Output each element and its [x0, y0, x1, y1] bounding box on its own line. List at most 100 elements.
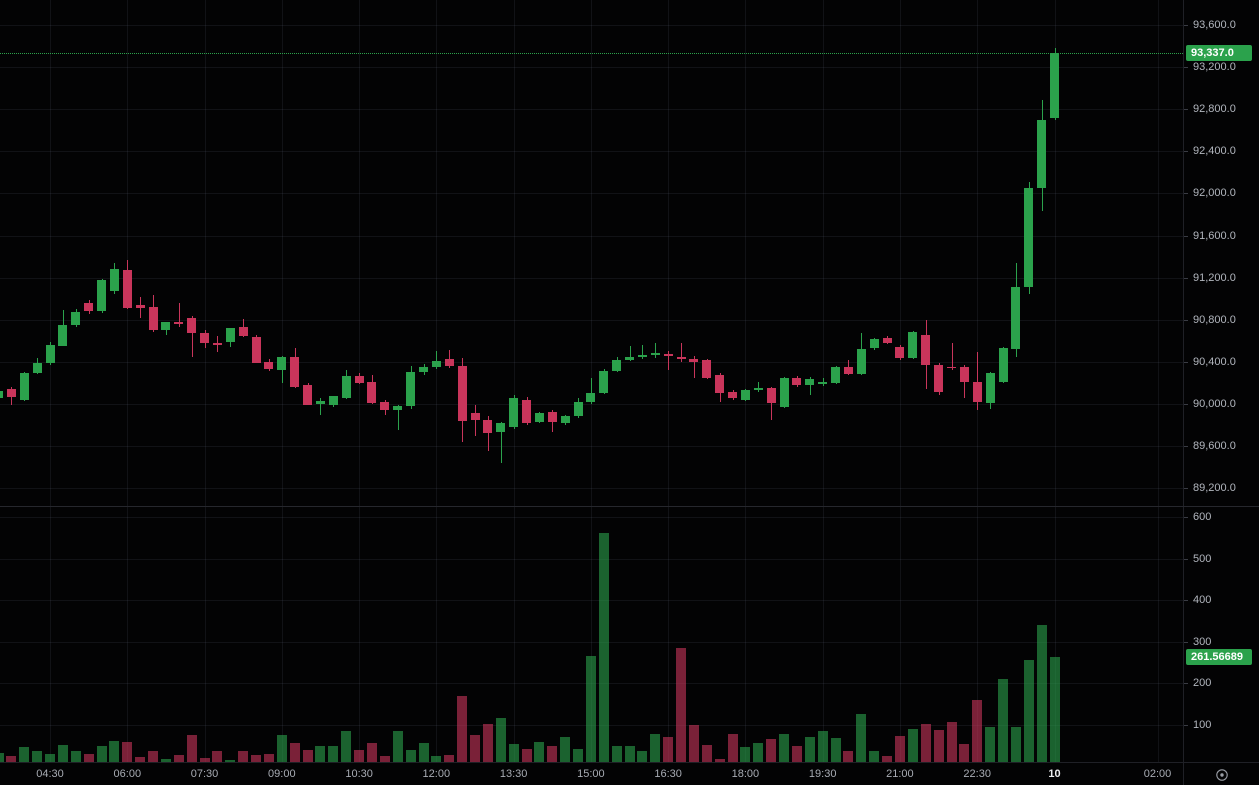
volume-bar: [791, 745, 802, 762]
price-gridline: [0, 403, 1183, 405]
volume-bar: [354, 749, 365, 762]
volume-bar: [920, 723, 931, 762]
price-axis-label: 89,600.0: [1193, 440, 1236, 453]
candle-body: [637, 355, 647, 357]
pane-separator[interactable]: [0, 506, 1259, 507]
candle-body: [6, 389, 16, 398]
volume-bar: [573, 749, 583, 762]
volume-axis-tick: [1184, 641, 1188, 643]
price-axis-tick: [1184, 235, 1188, 237]
volume-bar: [817, 730, 828, 762]
price-gridline: [0, 193, 1183, 195]
candle-body: [947, 366, 956, 368]
candle-body: [367, 382, 377, 403]
candle-body: [998, 347, 1008, 382]
volume-bar: [779, 733, 789, 762]
candle-body: [431, 360, 441, 367]
candle-body: [45, 345, 55, 364]
candle-body: [612, 359, 622, 372]
time-gridline: [745, 0, 747, 762]
volume-bar: [225, 759, 236, 762]
candle-body: [419, 366, 428, 372]
volume-bar: [302, 749, 313, 762]
candle-body: [354, 376, 364, 384]
candle-body: [277, 357, 287, 370]
candle-wick: [590, 378, 592, 404]
candle-body: [856, 349, 866, 375]
volume-bar: [907, 728, 918, 762]
volume-bar: [470, 734, 480, 762]
candle-body: [959, 367, 969, 383]
timezone-clock-icon[interactable]: [1214, 767, 1230, 783]
price-axis-tick: [1184, 193, 1188, 195]
candle-wick: [977, 351, 979, 410]
volume-bar: [289, 742, 300, 762]
candle-body: [71, 311, 81, 326]
candle-body: [650, 353, 660, 356]
time-gridline: [899, 0, 901, 762]
candle-body: [225, 328, 235, 342]
candle-body: [148, 307, 158, 330]
candle-wick: [951, 342, 953, 371]
candle-body: [509, 398, 519, 428]
chart-pane[interactable]: [0, 0, 1183, 762]
candle-body: [341, 376, 351, 398]
volume-bar: [894, 735, 905, 762]
price-gridline: [0, 488, 1183, 490]
volume-bar: [650, 733, 661, 762]
volume-bar: [405, 749, 416, 762]
candle-wick: [178, 302, 180, 327]
candle-body: [715, 375, 725, 393]
volume-gridline: [0, 641, 1183, 643]
candle-wick: [281, 356, 283, 384]
volume-bar: [251, 754, 261, 762]
volume-bar: [70, 750, 81, 762]
candle-wick: [642, 344, 644, 359]
price-axis[interactable]: 93,600.0 93,200.0 92,800.0 92,400.0 92,000.0…: [1183, 0, 1259, 785]
volume-axis-tick: [1184, 724, 1188, 726]
candle-body: [985, 372, 995, 404]
volume-bar: [173, 754, 184, 762]
volume-bar: [521, 749, 532, 762]
volume-bar: [0, 752, 4, 762]
time-axis[interactable]: 04:30 06:00 07:30 09:00 10:30 12:00 13:30 15:00…: [0, 762, 1259, 785]
candle-body: [444, 359, 454, 366]
candle-wick: [758, 382, 760, 392]
volume-bar: [714, 758, 725, 762]
candle-body: [109, 269, 119, 292]
volume-bar: [727, 733, 738, 762]
price-axis-label: 93,600.0: [1193, 19, 1236, 31]
candle-body: [560, 416, 570, 423]
candle-body: [740, 389, 750, 400]
candle-wick: [655, 342, 657, 358]
volume-bar: [843, 750, 854, 762]
candle-body: [58, 325, 68, 346]
time-gridline: [1054, 0, 1056, 762]
candle-body: [689, 358, 699, 362]
candle-body: [921, 335, 931, 365]
candle-body: [573, 401, 583, 416]
volume-axis-tick: [1184, 517, 1188, 518]
price-axis-tick: [1184, 446, 1188, 448]
candle-body: [328, 396, 338, 405]
volume-gridline: [0, 517, 1183, 518]
time-axis-label: 06:00: [113, 768, 142, 780]
candle-body: [1050, 52, 1059, 119]
candle-body: [161, 322, 171, 330]
volume-axis-label: 600: [1193, 511, 1212, 523]
candle-body: [32, 362, 42, 374]
volume-bar: [676, 648, 686, 762]
price-axis-label: 90,800.0: [1193, 313, 1236, 326]
volume-bar: [766, 738, 777, 762]
price-axis-label: 89,200.0: [1193, 482, 1236, 495]
volume-bar: [1049, 657, 1060, 762]
volume-bar: [804, 736, 815, 762]
volume-bar: [869, 750, 880, 762]
time-axis-label: 02:00: [1143, 768, 1172, 780]
candle-body: [135, 305, 145, 309]
candle-body: [238, 327, 248, 336]
candle-body: [200, 332, 209, 343]
price-gridline: [0, 67, 1183, 69]
time-axis-label: 16:30: [654, 768, 682, 780]
